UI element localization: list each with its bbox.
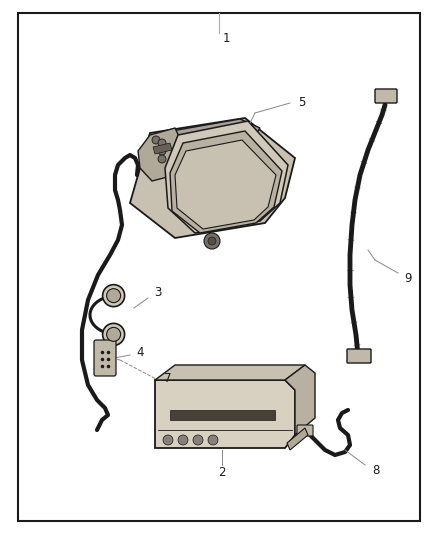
Circle shape <box>178 435 188 445</box>
Text: 7: 7 <box>164 372 172 384</box>
Polygon shape <box>165 121 288 233</box>
Polygon shape <box>153 143 172 154</box>
Polygon shape <box>152 119 260 155</box>
FancyBboxPatch shape <box>375 89 397 103</box>
Polygon shape <box>155 365 305 380</box>
Circle shape <box>102 285 125 306</box>
Circle shape <box>152 136 160 144</box>
Polygon shape <box>287 428 308 450</box>
Circle shape <box>158 155 166 163</box>
Circle shape <box>208 237 216 245</box>
Text: 3: 3 <box>154 286 162 298</box>
Circle shape <box>158 147 166 155</box>
Bar <box>170 410 275 420</box>
FancyBboxPatch shape <box>297 425 313 436</box>
Circle shape <box>204 233 220 249</box>
Text: 4: 4 <box>136 345 144 359</box>
Circle shape <box>102 324 125 345</box>
Polygon shape <box>175 140 276 229</box>
Circle shape <box>208 435 218 445</box>
FancyBboxPatch shape <box>94 340 116 376</box>
Polygon shape <box>170 131 282 233</box>
Circle shape <box>158 139 166 147</box>
Circle shape <box>106 289 120 303</box>
Text: 8: 8 <box>372 464 380 477</box>
FancyBboxPatch shape <box>347 349 371 363</box>
Circle shape <box>193 435 203 445</box>
Polygon shape <box>138 128 182 181</box>
Text: 1: 1 <box>222 31 230 44</box>
Polygon shape <box>155 380 295 448</box>
Text: 5: 5 <box>298 95 306 109</box>
Text: 2: 2 <box>218 465 226 479</box>
Text: 9: 9 <box>404 271 412 285</box>
Circle shape <box>163 435 173 445</box>
Circle shape <box>106 327 120 341</box>
Polygon shape <box>130 118 295 238</box>
Polygon shape <box>285 365 315 435</box>
